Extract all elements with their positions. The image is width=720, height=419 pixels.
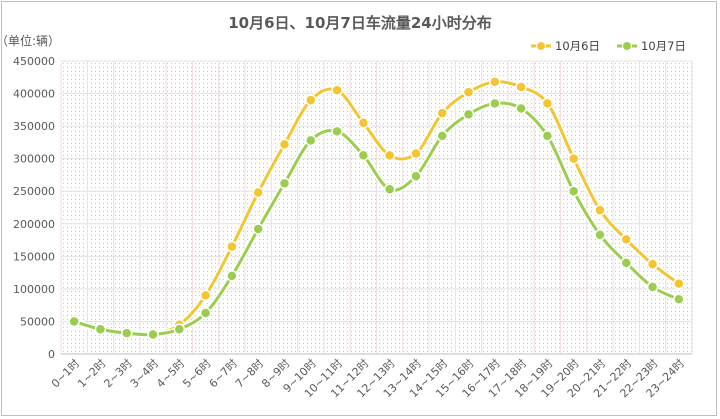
data-point xyxy=(383,183,396,196)
series-2 xyxy=(68,97,685,341)
data-point xyxy=(226,240,238,253)
data-point xyxy=(173,323,186,336)
legend-item-1: 10月6日 xyxy=(531,39,600,53)
data-point xyxy=(278,138,291,151)
series-layer xyxy=(68,76,685,341)
y-tick-label: 50000 xyxy=(20,315,55,328)
y-tick-label: 300000 xyxy=(13,153,55,166)
data-point xyxy=(278,177,291,190)
data-point xyxy=(252,186,264,199)
data-point xyxy=(541,130,554,142)
data-point xyxy=(462,86,475,99)
x-tick-label: 0~1时 xyxy=(49,357,82,390)
unit-label: （单位:辆） xyxy=(2,33,60,48)
data-point xyxy=(305,94,317,106)
data-point xyxy=(489,97,501,110)
y-tick-label: 400000 xyxy=(13,88,55,101)
data-point xyxy=(594,229,606,241)
data-point xyxy=(357,149,370,162)
data-point xyxy=(462,108,475,121)
y-tick-label: 450000 xyxy=(13,55,55,68)
y-tick-label: 100000 xyxy=(13,283,55,296)
data-point xyxy=(383,149,396,162)
data-point xyxy=(620,233,633,246)
data-point xyxy=(515,81,527,93)
data-point xyxy=(541,97,554,110)
data-point xyxy=(646,258,659,270)
y-tick-label: 350000 xyxy=(13,120,55,133)
data-point xyxy=(673,293,685,306)
data-point xyxy=(620,257,633,269)
data-point xyxy=(331,125,343,138)
y-axis-ticks: 0 50000 100000 150000 200000 250000 300000 3500… xyxy=(13,55,55,361)
data-point xyxy=(567,152,580,165)
x-tick-label: 6~7时 xyxy=(207,357,240,390)
data-point xyxy=(147,328,159,341)
x-tick-label: 3~4时 xyxy=(128,357,161,390)
data-point xyxy=(436,130,448,142)
data-point xyxy=(120,327,133,339)
data-point xyxy=(68,315,80,328)
data-point xyxy=(331,84,343,97)
x-axis-ticks: 0~1时1~2时2~3时3~4时4~5时5~6时6~7时7~8时8~9时9~10… xyxy=(49,357,687,400)
data-point xyxy=(489,76,501,88)
data-point xyxy=(252,223,264,235)
x-tick-label: 5~6时 xyxy=(180,357,213,390)
legend-label: 10月7日 xyxy=(641,39,686,53)
data-point xyxy=(94,323,107,336)
y-tick-label: 200000 xyxy=(13,218,55,231)
y-tick-label: 150000 xyxy=(13,250,55,263)
data-point xyxy=(410,170,422,182)
data-point xyxy=(410,147,422,160)
data-point xyxy=(515,102,527,115)
data-point xyxy=(199,307,212,319)
data-point xyxy=(567,185,580,197)
y-tick-label: 0 xyxy=(48,348,55,361)
data-point xyxy=(594,204,606,216)
legend-marker xyxy=(536,41,546,51)
x-tick-label: 7~8时 xyxy=(233,357,266,390)
data-point xyxy=(357,117,370,129)
legend: 10月6日 10月7日 xyxy=(531,39,686,53)
legend-item-2: 10月7日 xyxy=(617,39,686,53)
x-tick-label: 2~3时 xyxy=(101,357,134,390)
gridlines xyxy=(60,60,693,355)
data-point xyxy=(673,277,685,290)
data-point xyxy=(436,107,448,119)
data-point xyxy=(305,134,317,147)
data-point xyxy=(199,289,212,302)
chart-title: 10月6日、10月7日车流量24小时分布 xyxy=(228,14,492,32)
data-point xyxy=(226,270,238,282)
y-tick-label: 250000 xyxy=(13,185,55,198)
data-point xyxy=(646,281,659,293)
legend-label: 10月6日 xyxy=(555,39,600,53)
x-tick-label: 1~2时 xyxy=(75,357,108,390)
x-tick-label: 4~5时 xyxy=(154,357,187,390)
legend-marker xyxy=(622,41,632,51)
